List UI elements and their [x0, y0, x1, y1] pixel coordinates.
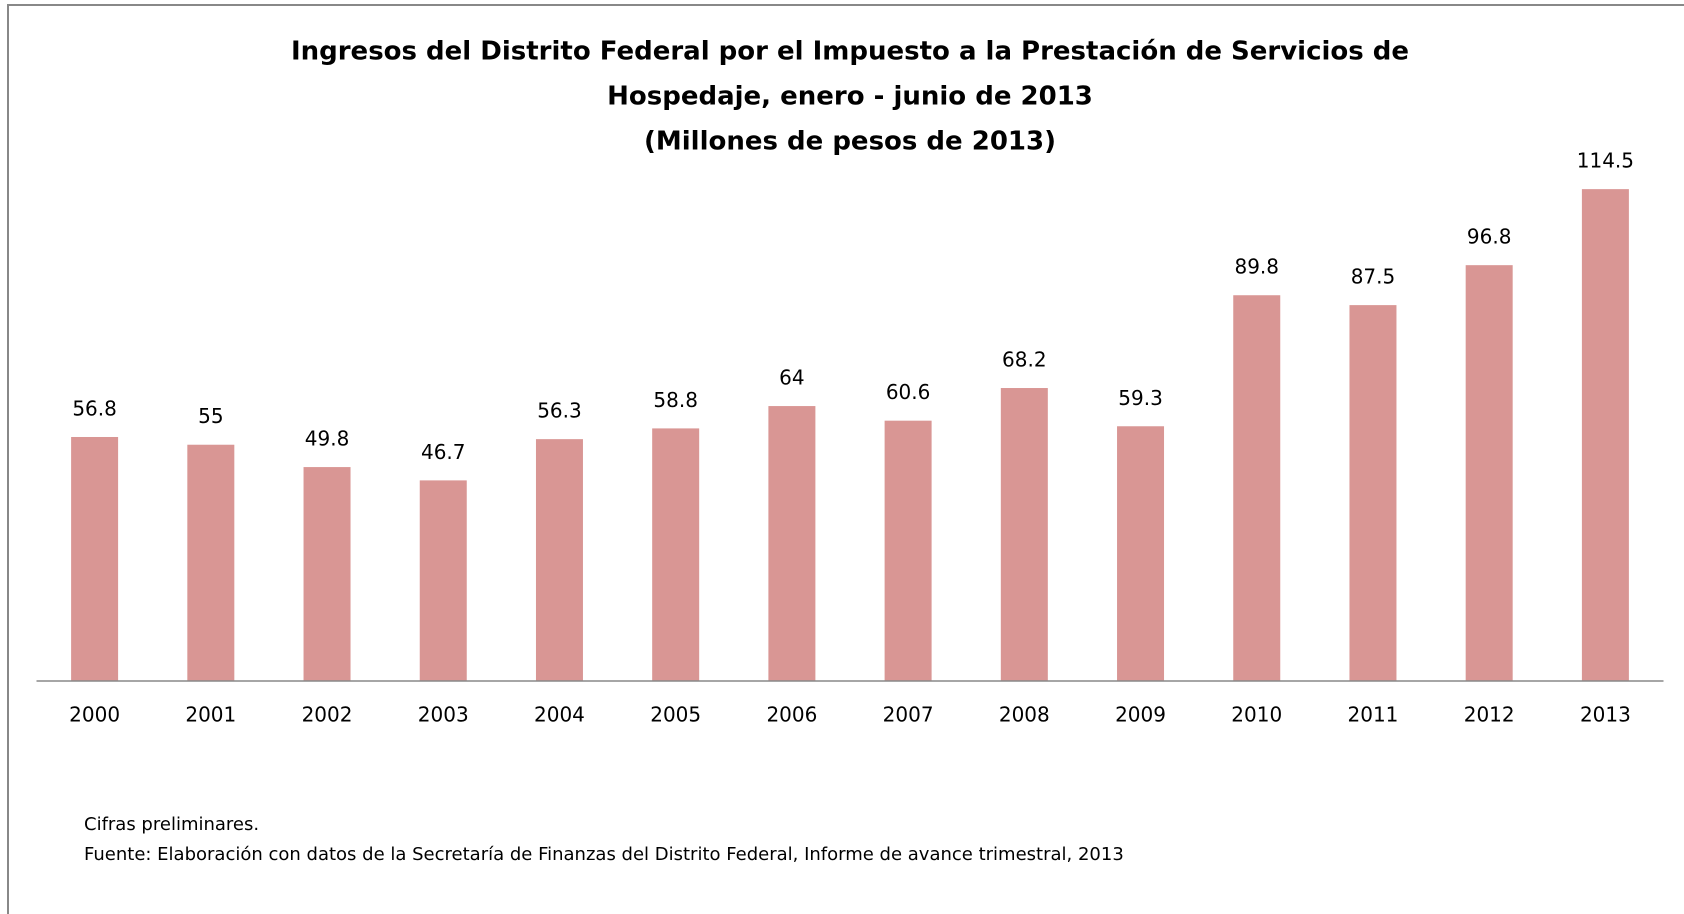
bar — [303, 467, 351, 681]
note: Cifras preliminares. — [84, 814, 259, 835]
data-label: 96.8 — [1467, 225, 1512, 249]
data-label: 56.3 — [537, 399, 582, 423]
data-label: 59.3 — [1118, 386, 1163, 410]
x-tick-label: 2003 — [418, 703, 469, 727]
x-tick-label: 2002 — [302, 703, 353, 727]
data-label: 49.8 — [305, 427, 350, 451]
bar — [1000, 388, 1048, 681]
bar — [768, 406, 816, 681]
bar — [652, 428, 700, 681]
chart-subtitle: (Millones de pesos de 2013) — [644, 127, 1056, 157]
data-label: 60.6 — [886, 380, 931, 404]
chart-title: Ingresos del Distrito Federal por el Imp… — [291, 37, 1409, 67]
x-tick-label: 2005 — [650, 703, 701, 727]
bar — [1349, 305, 1397, 681]
note: Fuente: Elaboración con datos de la Secr… — [84, 844, 1124, 865]
chart-title: Hospedaje, enero - junio de 2013 — [607, 82, 1093, 112]
data-label: 58.8 — [653, 388, 698, 412]
bar — [71, 436, 119, 681]
x-tick-label: 2011 — [1348, 703, 1399, 727]
data-label: 46.7 — [421, 440, 466, 464]
bar — [1465, 265, 1513, 681]
bar — [1233, 295, 1281, 681]
bar — [1581, 189, 1629, 682]
x-tick-label: 2013 — [1580, 703, 1631, 727]
x-tick-label: 2012 — [1464, 703, 1515, 727]
bar — [187, 444, 235, 681]
x-tick-label: 2008 — [999, 703, 1050, 727]
x-tick-label: 2007 — [883, 703, 934, 727]
x-tick-label: 2004 — [534, 703, 585, 727]
data-label: 68.2 — [1002, 348, 1047, 372]
x-tick-label: 2000 — [69, 703, 120, 727]
x-tick-label: 2010 — [1231, 703, 1282, 727]
data-label: 55 — [198, 404, 223, 428]
x-tick-label: 2001 — [185, 703, 236, 727]
data-label: 56.8 — [72, 396, 117, 420]
data-label: 64 — [779, 366, 804, 390]
bar — [535, 439, 583, 681]
frame — [7, 4, 1684, 914]
bar — [884, 420, 932, 681]
data-label: 114.5 — [1577, 149, 1634, 173]
data-label: 87.5 — [1351, 265, 1396, 289]
data-label: 89.8 — [1234, 255, 1279, 279]
x-tick-label: 2009 — [1115, 703, 1166, 727]
bar — [1117, 426, 1165, 681]
x-tick-label: 2006 — [766, 703, 817, 727]
bar — [419, 480, 467, 681]
